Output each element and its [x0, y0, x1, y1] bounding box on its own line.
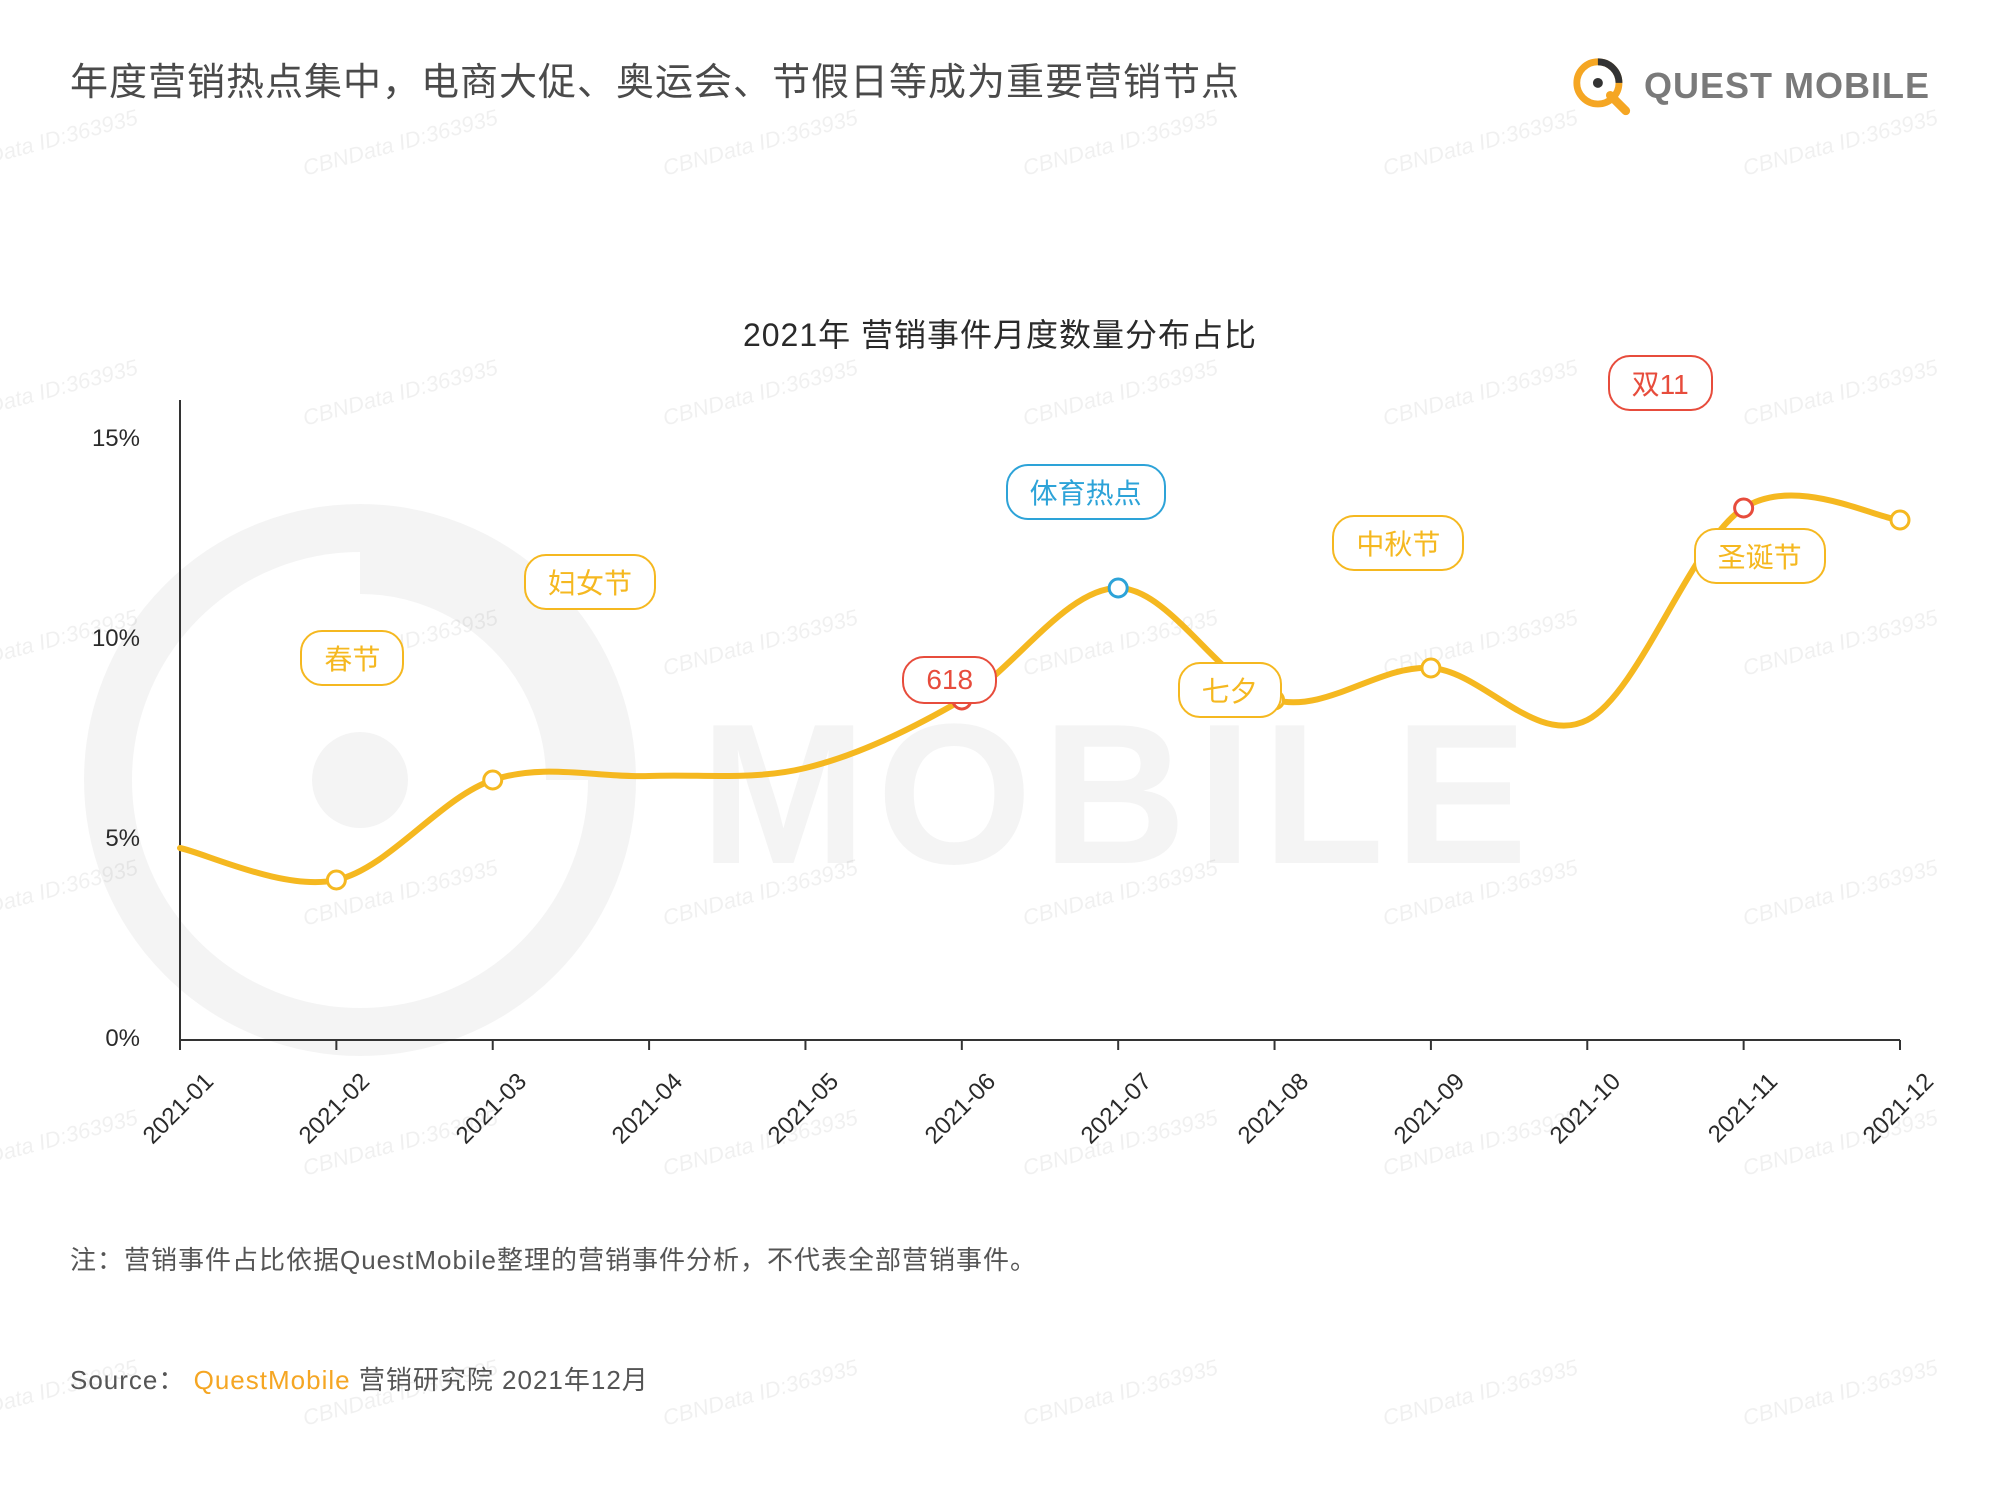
event-callout: 618	[902, 656, 997, 704]
y-axis-tick-label: 10%	[70, 625, 140, 653]
watermark-text: CBNData ID:363935	[1380, 1354, 1580, 1431]
event-callout: 七夕	[1178, 662, 1282, 718]
y-axis-tick-label: 5%	[70, 825, 140, 853]
footnote: 注：营销事件占比依据QuestMobile整理的营销事件分析，不代表全部营销事件…	[70, 1240, 1037, 1277]
header: 年度营销热点集中，电商大促、奥运会、节假日等成为重要营销节点 QUEST MOB…	[70, 55, 1930, 117]
watermark-text: CBNData ID:363935	[660, 1354, 860, 1431]
event-callout: 春节	[300, 630, 404, 686]
source-brand: QuestMobile	[194, 1365, 351, 1395]
page-title: 年度营销热点集中，电商大促、奥运会、节假日等成为重要营销节点	[70, 55, 1240, 112]
watermark-text: CBNData ID:363935	[1740, 1354, 1940, 1431]
y-axis-tick-label: 0%	[70, 1025, 140, 1053]
line-chart-svg	[70, 390, 1930, 1110]
y-axis-tick-label: 15%	[70, 425, 140, 453]
event-callout: 妇女节	[524, 554, 656, 610]
watermark-text: CBNData ID:363935	[1020, 1354, 1220, 1431]
event-callout: 圣诞节	[1694, 528, 1826, 584]
brand-logo-icon	[1570, 55, 1632, 117]
chart-title: 2021年 营销事件月度数量分布占比	[743, 310, 1257, 356]
event-callout: 体育热点	[1006, 464, 1166, 520]
watermark-text: CBNData ID:363935	[0, 1104, 141, 1181]
source-prefix: Source：	[70, 1365, 185, 1395]
event-callout: 中秋节	[1332, 515, 1464, 571]
chart-area: 0%5%10%15% 2021-012021-022021-032021-042…	[70, 390, 1930, 1110]
event-callout: 双11	[1608, 355, 1713, 411]
source-suffix: 营销研究院 2021年12月	[359, 1365, 649, 1395]
brand-logo-text: QUEST MOBILE	[1644, 65, 1930, 107]
brand-logo: QUEST MOBILE	[1570, 55, 1930, 117]
source-line: Source： QuestMobile 营销研究院 2021年12月	[70, 1360, 649, 1397]
